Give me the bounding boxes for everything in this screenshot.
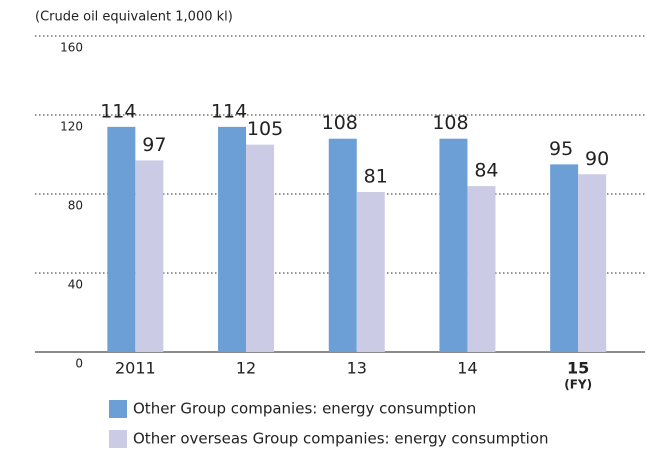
y-tick-label: 0	[75, 357, 83, 371]
legend-swatch	[109, 430, 127, 448]
value-label: 108	[432, 112, 468, 134]
value-label: 97	[142, 134, 166, 156]
y-tick-label: 120	[60, 120, 83, 134]
x-tick-label: 13	[347, 359, 367, 378]
bar	[107, 126, 136, 352]
value-label: 108	[322, 112, 358, 134]
bar	[578, 174, 607, 352]
legend-label: Other overseas Group companies: energy c…	[133, 430, 549, 448]
legend-label: Other Group companies: energy consumptio…	[133, 400, 476, 418]
value-label: 114	[100, 100, 136, 122]
bar	[439, 138, 468, 352]
bar	[328, 138, 357, 352]
x-axis-label: (FY)	[564, 378, 592, 392]
bar	[467, 186, 496, 352]
y-axis-label: (Crude oil equivalent 1,000 kl)	[35, 10, 233, 25]
x-tick-label: 15	[567, 359, 589, 378]
value-label: 90	[585, 148, 609, 170]
x-tick-label: 14	[457, 359, 477, 378]
bar	[246, 144, 275, 352]
y-tick-label: 40	[68, 278, 83, 292]
x-tick-label: 12	[236, 359, 256, 378]
value-label: 95	[549, 138, 573, 160]
value-label: 105	[247, 118, 283, 140]
bar	[218, 126, 247, 352]
value-label: 114	[211, 100, 247, 122]
y-tick-label: 80	[68, 199, 83, 213]
bar	[135, 160, 164, 352]
bar	[550, 164, 579, 352]
y-tick-label: 160	[60, 41, 83, 55]
value-label: 84	[474, 160, 498, 182]
x-tick-label: 2011	[115, 359, 156, 378]
value-label: 81	[364, 166, 388, 188]
bar	[356, 192, 385, 352]
legend-swatch	[109, 400, 127, 418]
